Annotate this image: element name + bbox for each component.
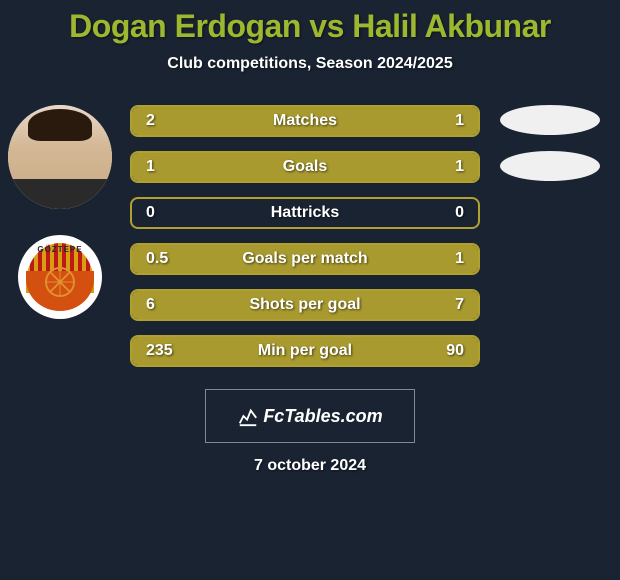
subtitle: Club competitions, Season 2024/2025 <box>0 55 620 73</box>
badge-text: GÖZTEPE <box>18 245 102 254</box>
stat-value-right: 0 <box>455 204 464 222</box>
stat-row-goals: 1 Goals 1 <box>130 151 480 183</box>
stat-label: Matches <box>132 112 478 130</box>
club-badge: GÖZTEPE <box>18 235 102 319</box>
watermark-text: FcTables.com <box>263 406 382 427</box>
stat-value-right: 1 <box>455 158 464 176</box>
avatar-hair <box>28 109 92 141</box>
stat-label: Min per goal <box>132 342 478 360</box>
chart-icon <box>237 405 259 427</box>
player2-badge-placeholder <box>500 151 600 181</box>
date-text: 7 october 2024 <box>0 457 620 475</box>
root-container: Dogan Erdogan vs Halil Akbunar Club comp… <box>0 0 620 580</box>
stat-rows: 2 Matches 1 1 Goals 1 0 Hattricks 0 <box>130 105 480 381</box>
stat-row-goals-per-match: 0.5 Goals per match 1 <box>130 243 480 275</box>
stat-label: Hattricks <box>132 204 478 222</box>
stat-value-right: 1 <box>455 250 464 268</box>
stat-value-right: 1 <box>455 112 464 130</box>
stat-label: Goals <box>132 158 478 176</box>
watermark-box: FcTables.com <box>205 389 415 443</box>
stat-label: Goals per match <box>132 250 478 268</box>
stat-value-right: 7 <box>455 296 464 314</box>
avatar-shirt <box>8 179 112 209</box>
badge-inner: GÖZTEPE <box>18 235 102 319</box>
stat-row-shots-per-goal: 6 Shots per goal 7 <box>130 289 480 321</box>
player2-avatar-placeholder <box>500 105 600 135</box>
stat-row-hattricks: 0 Hattricks 0 <box>130 197 480 229</box>
content-area: GÖZTEPE 2 Matches 1 1 Goals 1 0 <box>0 105 620 385</box>
badge-ball-icon <box>45 267 75 297</box>
avatar-face <box>8 105 112 209</box>
stat-row-min-per-goal: 235 Min per goal 90 <box>130 335 480 367</box>
page-title: Dogan Erdogan vs Halil Akbunar <box>0 0 620 45</box>
badge-lower <box>26 271 94 311</box>
stat-row-matches: 2 Matches 1 <box>130 105 480 137</box>
player1-avatar <box>8 105 112 209</box>
stat-value-right: 90 <box>446 342 464 360</box>
stat-label: Shots per goal <box>132 296 478 314</box>
